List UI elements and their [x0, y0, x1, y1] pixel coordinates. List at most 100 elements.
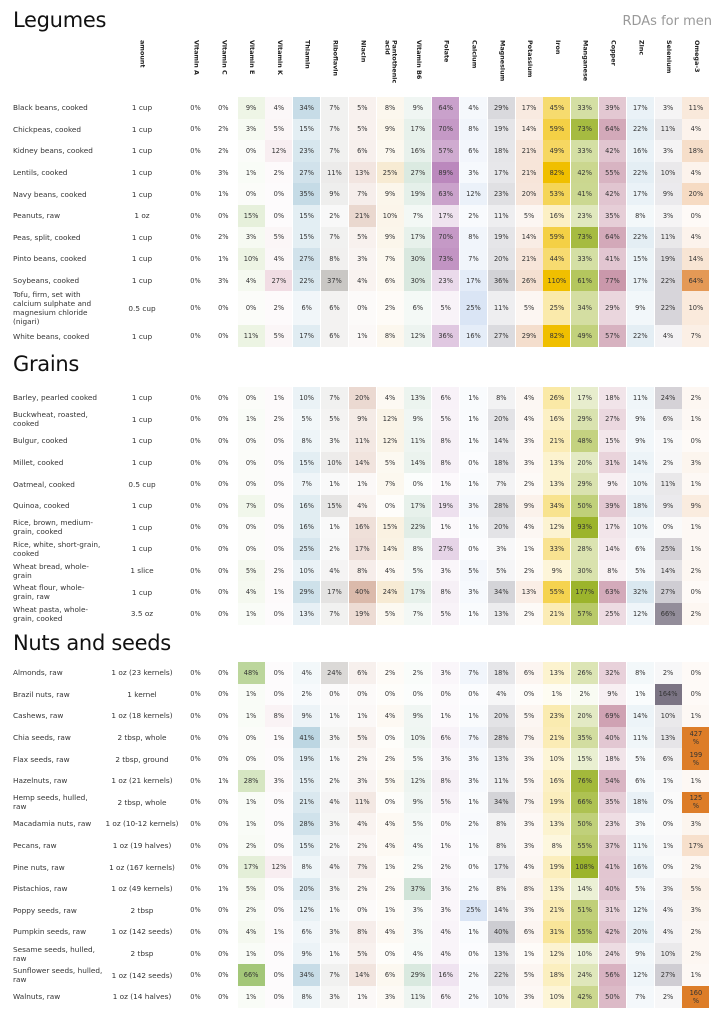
- cell-omega-3: 20%: [682, 183, 710, 205]
- cell-vitamin-e: 2%: [237, 834, 265, 857]
- cell-zinc: 11%: [626, 726, 654, 749]
- cell-pantothenic-acid: 1%: [376, 856, 404, 878]
- cell-omega-3: 199%: [682, 748, 710, 770]
- cell-vitamin-a: 0%: [190, 332, 201, 341]
- cell-potassium: 5%: [515, 291, 543, 326]
- cell-manganese: 48%: [571, 430, 599, 452]
- cell-omega-3: 0%: [682, 662, 710, 684]
- cell-calcium: 16%: [460, 325, 487, 347]
- column-header-label: Selenium: [665, 40, 674, 74]
- cell-iron: 10%: [543, 985, 571, 1008]
- cell-pantothenic-acid: 9%: [376, 118, 404, 141]
- cell-potassium: 1%: [515, 942, 543, 965]
- column-header-vitamin-a: Vitamin A: [182, 40, 210, 100]
- cell-selenium: 0%: [654, 813, 682, 835]
- cell-magnesium: 17%: [487, 161, 515, 184]
- cell-vitamin-c: 1%: [218, 884, 229, 893]
- cell-potassium: 5%: [515, 204, 543, 227]
- cell-omega-3: 2%: [682, 602, 710, 625]
- cell-calcium: 1%: [460, 408, 487, 431]
- cell-vitamin-c: 3%: [218, 276, 229, 285]
- section-grains: Barley, pearled cooked 1 cup 0% 0% 0% 1% 10% 7%…: [0, 387, 724, 625]
- cell-riboflavin: 1%: [321, 473, 348, 495]
- food-name: Barley, pearled cooked: [13, 393, 98, 403]
- amount: 1 oz (18 kernels): [111, 711, 173, 721]
- cell-vitamin-b6: 11%: [404, 985, 432, 1008]
- cell-vitamin-e: 1%: [237, 813, 265, 835]
- cell-vitamin-b6: 9%: [404, 705, 432, 727]
- cell-magnesium: 10%: [487, 985, 515, 1008]
- amount: 2 tbsp, ground: [115, 754, 169, 764]
- cell-vitamin-c: 0%: [218, 480, 229, 489]
- cell-folate: 5%: [432, 791, 460, 814]
- cell-vitamin-b6: 16%: [404, 140, 432, 162]
- cell-vitamin-c: 0%: [218, 588, 229, 597]
- cell-pantothenic-acid: 4%: [376, 559, 404, 582]
- cell-vitamin-e: 0%: [237, 183, 265, 205]
- cell-niacin: 0%: [348, 899, 376, 922]
- amount: 1 oz (142 seeds): [111, 970, 173, 980]
- cell-magnesium: 14%: [487, 899, 515, 922]
- cell-vitamin-b6: 6%: [404, 291, 432, 326]
- food-name: Soybeans, cooked: [13, 276, 80, 286]
- cell-vitamin-b6: 3%: [404, 899, 432, 922]
- cell-iron: 13%: [543, 813, 571, 835]
- cell-thiamin: 2%: [293, 683, 321, 706]
- cell-vitamin-e: 5%: [237, 877, 265, 900]
- cell-pantothenic-acid: 0%: [376, 683, 404, 706]
- cell-magnesium: 40%: [487, 921, 515, 943]
- amount: 1 cup: [131, 587, 153, 597]
- cell-magnesium: 8%: [487, 877, 515, 900]
- cell-folate: 36%: [432, 325, 460, 347]
- table-row: Bulgur, cooked 1 cup 0% 0% 0% 0% 8% 3% 11% 12% 11%…: [0, 430, 724, 452]
- cell-selenium: 3%: [654, 204, 682, 227]
- cell-calcium: 5%: [460, 559, 487, 582]
- table-row: Pistachios, raw 1 oz (49 kernels) 0% 1% 5% 0%…: [0, 877, 724, 900]
- cell-vitamin-k: 0%: [265, 602, 293, 625]
- table-row: Oatmeal, cooked 0.5 cup 0% 0% 0% 0% 7% 1% 1% 7% 0%…: [0, 473, 724, 495]
- cell-vitamin-c: 0%: [218, 841, 229, 850]
- cell-vitamin-a: 0%: [190, 927, 201, 936]
- cell-vitamin-b6: 0%: [404, 683, 432, 706]
- cell-vitamin-c: 0%: [218, 103, 229, 112]
- cell-vitamin-k: 8%: [265, 705, 293, 727]
- food-name: Wheat pasta, whole-grain, cooked: [13, 604, 89, 623]
- cell-zinc: 10%: [626, 516, 654, 539]
- amount: 3.5 oz: [130, 609, 154, 619]
- cell-niacin: 0%: [348, 683, 376, 706]
- cell-vitamin-e: 4%: [237, 921, 265, 943]
- cell-manganese: 42%: [571, 985, 599, 1008]
- cell-calcium: 0%: [460, 538, 487, 560]
- cell-vitamin-k: 1%: [265, 387, 293, 409]
- cell-zinc: 12%: [626, 602, 654, 625]
- cell-selenium: 4%: [654, 899, 682, 922]
- cell-vitamin-k: 3%: [265, 769, 293, 792]
- cell-vitamin-b6: 0%: [404, 473, 432, 495]
- cell-calcium: 7%: [460, 726, 487, 749]
- cell-magnesium: 23%: [487, 183, 515, 205]
- cell-folate: 57%: [432, 140, 460, 162]
- cell-copper: 56%: [599, 964, 626, 986]
- cell-vitamin-b6: 5%: [404, 813, 432, 835]
- cell-thiamin: 27%: [293, 161, 321, 184]
- cell-vitamin-c: 0%: [218, 332, 229, 341]
- cell-vitamin-a: 0%: [190, 690, 201, 699]
- cell-zinc: 5%: [626, 748, 654, 770]
- cell-vitamin-e: 11%: [237, 325, 265, 347]
- cell-vitamin-k: 0%: [265, 183, 293, 205]
- cell-magnesium: 8%: [487, 387, 515, 409]
- cell-thiamin: 12%: [293, 899, 321, 922]
- cell-riboflavin: 5%: [321, 408, 348, 431]
- cell-manganese: 55%: [571, 921, 599, 943]
- cell-magnesium: 19%: [487, 118, 515, 141]
- cell-pantothenic-acid: 25%: [376, 161, 404, 184]
- cell-vitamin-e: 1%: [237, 791, 265, 814]
- cell-vitamin-a: 0%: [190, 393, 201, 402]
- table-row: Peas, split, cooked 1 cup 0% 2% 3% 5% 15% 7% 5% 9…: [0, 226, 724, 249]
- cell-manganese: 51%: [571, 899, 599, 922]
- cell-vitamin-c: 0%: [218, 690, 229, 699]
- cell-copper: 23%: [599, 813, 626, 835]
- cell-folate: 70%: [432, 226, 460, 249]
- section-legumes: Black beans, cooked 1 cup 0% 0% 9% 4% 34% 7% 5% 8…: [0, 97, 724, 347]
- cell-iron: 59%: [543, 226, 571, 249]
